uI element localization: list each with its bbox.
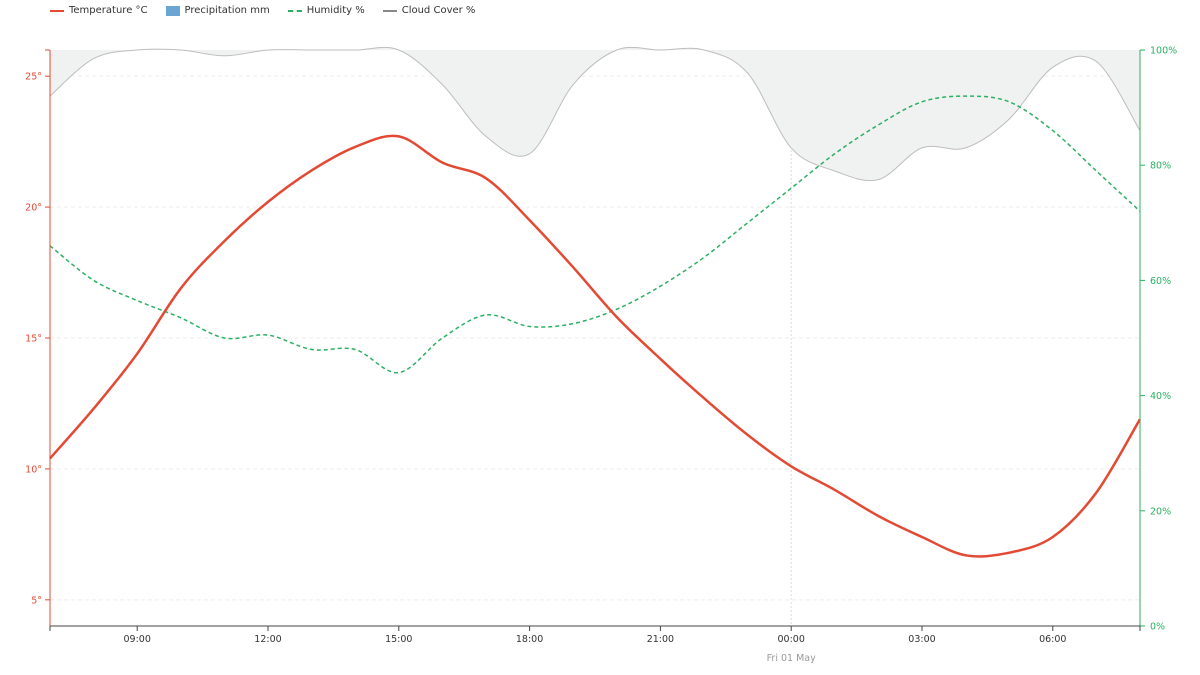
y-right-tick-label: 0% <box>1150 622 1165 633</box>
x-tick-label: 18:00 <box>516 634 543 645</box>
y-right-tick-label: 20% <box>1150 506 1171 517</box>
temperature-line <box>49 134 1142 558</box>
chart-legend: Temperature °C Precipitation mm Humidity %… <box>50 5 475 16</box>
x-tick-label: 06:00 <box>1039 634 1066 645</box>
x-tick-label: 03:00 <box>908 634 935 645</box>
y-right-tick-label: 100% <box>1150 46 1177 57</box>
legend-item-cloud-cover[interactable]: Cloud Cover % <box>382 5 476 16</box>
x-tick-label: 00:00 <box>778 634 805 645</box>
legend-label: Temperature °C <box>69 5 148 16</box>
x-tick-label: 09:00 <box>124 634 151 645</box>
y-left-tick-label: 10° <box>25 464 42 475</box>
legend-label: Precipitation mm <box>184 5 270 16</box>
y-right-tick-label: 60% <box>1150 276 1171 287</box>
date-label: Fri 01 May <box>767 653 816 664</box>
cloud-cover-area <box>50 47 1140 181</box>
legend-swatch <box>287 9 302 12</box>
legend-item-humidity[interactable]: Humidity % <box>287 5 365 16</box>
legend-item-precipitation-mm[interactable]: Precipitation mm <box>165 5 270 16</box>
legend-label: Humidity % <box>306 5 365 16</box>
cloud-cover-line <box>49 46 1141 182</box>
x-tick-label: 12:00 <box>254 634 281 645</box>
legend-item-temperature-c[interactable]: Temperature °C <box>50 5 148 16</box>
y-right-tick-label: 80% <box>1150 161 1171 172</box>
legend-swatch <box>382 9 397 12</box>
y-left-tick-label: 25° <box>25 72 42 83</box>
x-tick-label: 21:00 <box>647 634 674 645</box>
y-left-tick-label: 5° <box>31 595 42 606</box>
y-left-tick-label: 20° <box>25 203 42 214</box>
y-right-tick-label: 40% <box>1150 391 1171 402</box>
legend-swatch <box>50 9 64 12</box>
y-left-tick-label: 15° <box>25 334 42 345</box>
x-tick-label: 15:00 <box>385 634 412 645</box>
legend-swatch <box>165 5 180 16</box>
legend-label: Cloud Cover % <box>401 5 476 16</box>
